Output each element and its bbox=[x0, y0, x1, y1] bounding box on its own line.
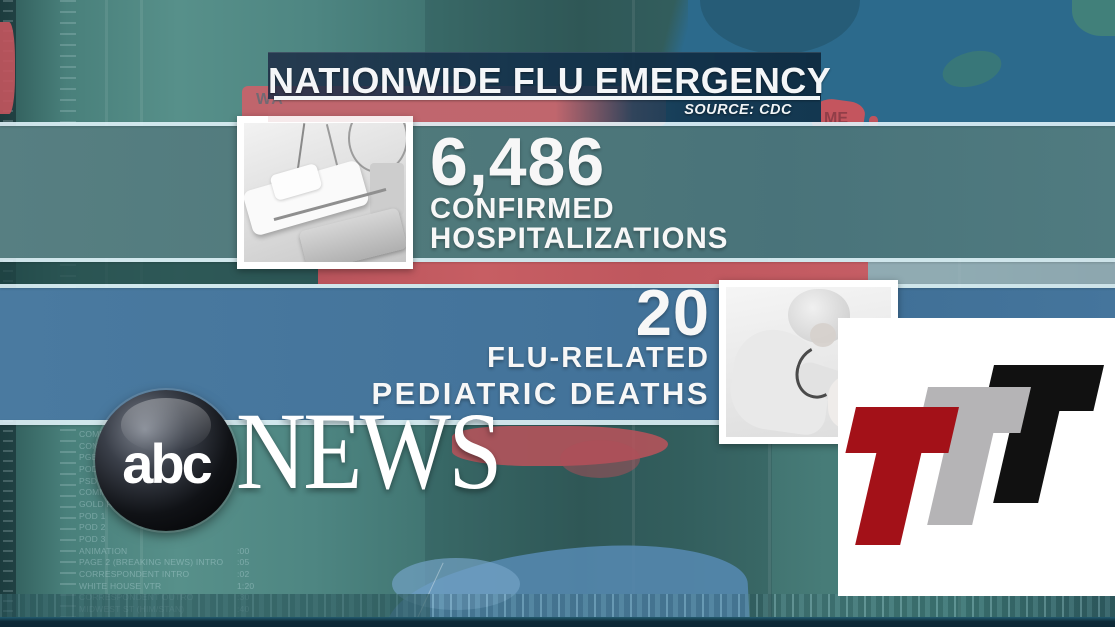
abc-news-logo-circle: abc bbox=[95, 390, 237, 531]
rundown-row: POD 1 bbox=[79, 510, 106, 521]
headline-underline bbox=[274, 96, 820, 100]
map-state-red-wa bbox=[0, 22, 15, 114]
headline-title: NATIONWIDE FLU EMERGENCY bbox=[268, 60, 832, 101]
band2-top-edge bbox=[0, 284, 1115, 288]
abc-logo-text: abc bbox=[122, 432, 212, 495]
hospitalizations-band bbox=[0, 126, 1115, 258]
rundown-row: COMM bbox=[79, 429, 107, 439]
bottom-texture-fade bbox=[0, 594, 430, 620]
hospitalizations-label-line2: HOSPITALIZATIONS bbox=[430, 222, 729, 255]
source-credit: SOURCE: CDC bbox=[684, 102, 792, 118]
news-wordmark: NEWS bbox=[236, 390, 502, 512]
map-gap-strip-coast bbox=[868, 262, 1115, 284]
nurse-face bbox=[810, 323, 836, 347]
logo-gloss-highlight bbox=[120, 398, 212, 453]
pediatric-deaths-label-line2: PEDIATRIC DEATHS bbox=[371, 376, 710, 411]
rundown-row: POD 3 bbox=[79, 534, 106, 545]
bottom-dark-bar bbox=[0, 617, 1115, 627]
pediatric-deaths-count: 20 bbox=[635, 276, 710, 349]
headline-banner-substrip bbox=[268, 99, 821, 122]
rundown-row: PSD bbox=[79, 475, 98, 486]
rundown-row: PAGE 2 (BREAKING NEWS) INTRO:05 bbox=[79, 557, 250, 568]
bedside-equipment bbox=[370, 163, 404, 215]
rundown-row: CONT bbox=[79, 440, 104, 451]
headline-banner: NATIONWIDE FLU EMERGENCY bbox=[268, 52, 832, 101]
rundown-row: POD 2 bbox=[79, 522, 106, 533]
rundown-row: ANIMATION:00 bbox=[79, 545, 250, 556]
rundown-row: PGE bbox=[79, 452, 98, 463]
band1-top-edge bbox=[0, 122, 1115, 126]
hospitalizations-count: 6,486 bbox=[430, 124, 606, 200]
band2-bottom-edge bbox=[0, 420, 1115, 425]
band1-bottom-edge bbox=[0, 258, 1115, 262]
rundown-row: POD bbox=[79, 464, 99, 475]
map-gap-strip-red-states bbox=[318, 262, 868, 284]
hospitalizations-label-line1: CONFIRMED bbox=[430, 193, 615, 225]
hospital-bed-photo bbox=[237, 116, 413, 269]
map-state-red-fl-shade bbox=[560, 440, 640, 478]
rundown-row: WHITE HOUSE VTR 1:20 bbox=[79, 580, 255, 591]
pediatric-deaths-label-line1: FLU-RELATED bbox=[487, 342, 710, 374]
rundown-row: COMM bbox=[79, 487, 107, 498]
rundown-row: GOLD RTG bbox=[79, 499, 125, 510]
rundown-row: CORRESPONDENT INTRO:02 bbox=[79, 569, 250, 580]
